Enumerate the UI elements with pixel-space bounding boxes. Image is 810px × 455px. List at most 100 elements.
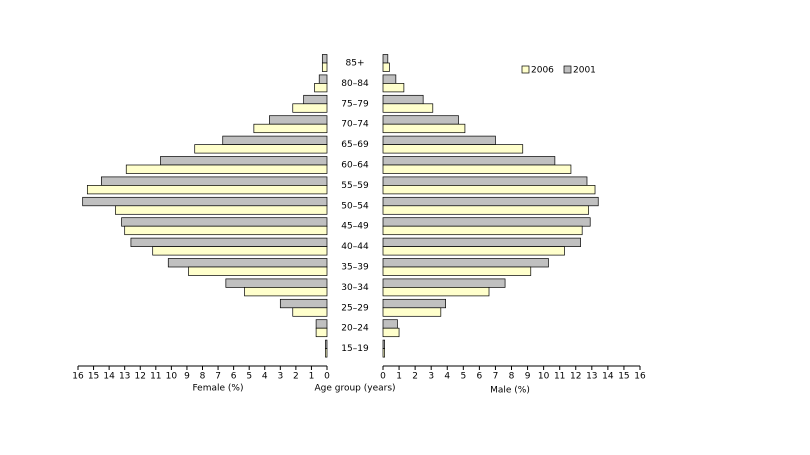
x-tick-label: 6 bbox=[477, 372, 483, 382]
female-bar bbox=[279, 298, 328, 309]
female-bar bbox=[124, 225, 328, 236]
female-bar bbox=[244, 287, 328, 297]
female-bar bbox=[269, 115, 328, 125]
age-label: 40–44 bbox=[341, 242, 369, 252]
female-bar bbox=[152, 246, 328, 256]
female-bar bbox=[318, 74, 328, 84]
x-tick-label: 7 bbox=[493, 372, 499, 382]
female-bar bbox=[125, 164, 328, 174]
x-tick-label: 1 bbox=[396, 372, 402, 382]
male-bar bbox=[382, 339, 385, 349]
x-tick-label: 0 bbox=[324, 372, 330, 382]
age-label: 25–29 bbox=[341, 303, 369, 313]
female-bar bbox=[86, 185, 328, 195]
female-bar bbox=[100, 176, 328, 186]
female-bar bbox=[121, 217, 328, 227]
male-bar bbox=[382, 327, 400, 338]
age-label: 45–49 bbox=[341, 222, 369, 232]
male-bar bbox=[382, 83, 405, 93]
age-label: 50–54 bbox=[341, 201, 369, 211]
age-label: 55–59 bbox=[341, 181, 369, 191]
legend-label: 2006 bbox=[531, 66, 554, 76]
age-label: 20–24 bbox=[341, 324, 369, 334]
x-tick-label: 14 bbox=[103, 372, 115, 382]
age-axis-label: Age group (years) bbox=[314, 384, 395, 394]
age-label: 65–69 bbox=[341, 140, 369, 150]
male-bar bbox=[382, 123, 466, 134]
male-bar bbox=[382, 94, 424, 105]
female-bar bbox=[292, 103, 328, 113]
age-label: 15–19 bbox=[341, 344, 369, 354]
female-bar bbox=[292, 307, 328, 317]
x-tick-label: 5 bbox=[460, 372, 466, 382]
female-bar bbox=[303, 94, 328, 105]
x-tick-label: 2 bbox=[293, 372, 299, 382]
x-tick-label: 8 bbox=[200, 372, 206, 382]
x-tick-label: 7 bbox=[215, 372, 221, 382]
legend-swatch bbox=[521, 65, 530, 74]
x-tick-label: 16 bbox=[72, 372, 84, 382]
female-bar bbox=[321, 54, 328, 64]
male-bar bbox=[382, 205, 589, 215]
male-bar bbox=[382, 298, 446, 309]
x-tick-label: 15 bbox=[88, 372, 99, 382]
female-bar bbox=[225, 278, 328, 288]
x-tick-label: 9 bbox=[184, 372, 190, 382]
female-bar bbox=[315, 327, 328, 338]
x-tick-label: 4 bbox=[262, 372, 268, 382]
x-tick-label: 12 bbox=[570, 372, 581, 382]
x-tick-label: 11 bbox=[554, 372, 565, 382]
male-bar bbox=[382, 287, 490, 297]
x-tick-label: 16 bbox=[634, 372, 646, 382]
x-tick-label: 10 bbox=[166, 372, 178, 382]
x-tick-label: 12 bbox=[135, 372, 146, 382]
x-tick-label: 3 bbox=[428, 372, 434, 382]
male-bar bbox=[382, 144, 524, 154]
male-bar bbox=[382, 74, 397, 84]
male-bar bbox=[382, 348, 385, 358]
age-label: 60–64 bbox=[341, 161, 369, 171]
male-bar bbox=[382, 156, 556, 166]
male-bar bbox=[382, 307, 442, 317]
male-bar bbox=[382, 176, 588, 186]
male-bar bbox=[382, 135, 496, 145]
female-bar bbox=[194, 144, 328, 154]
x-tick-label: 4 bbox=[444, 372, 450, 382]
male-bar bbox=[382, 278, 506, 288]
age-label: 70–74 bbox=[341, 120, 369, 130]
female-bar bbox=[188, 266, 328, 276]
male-bar bbox=[382, 217, 591, 227]
female-bar bbox=[160, 156, 328, 166]
female-axis-label: Female (%) bbox=[193, 384, 244, 394]
male-bar bbox=[382, 115, 459, 125]
x-tick-label: 3 bbox=[277, 372, 283, 382]
x-tick-label: 9 bbox=[525, 372, 531, 382]
x-tick-label: 6 bbox=[231, 372, 237, 382]
x-tick-label: 0 bbox=[380, 372, 386, 382]
female-bar bbox=[315, 319, 328, 329]
x-tick-label: 1 bbox=[309, 372, 315, 382]
male-bar bbox=[382, 185, 596, 195]
age-label: 80–84 bbox=[341, 79, 369, 89]
female-bar bbox=[167, 258, 328, 268]
male-bar bbox=[382, 319, 398, 329]
female-bar bbox=[314, 83, 328, 93]
female-bar bbox=[325, 348, 328, 358]
x-tick-label: 5 bbox=[246, 372, 252, 382]
x-tick-label: 13 bbox=[119, 372, 130, 382]
male-bar bbox=[382, 225, 583, 236]
male-bar bbox=[382, 237, 581, 247]
x-tick-label: 13 bbox=[586, 372, 597, 382]
female-bar bbox=[321, 62, 328, 72]
x-tick-label: 14 bbox=[602, 372, 614, 382]
x-tick-label: 8 bbox=[509, 372, 515, 382]
age-label: 35–39 bbox=[341, 263, 369, 273]
female-bar bbox=[114, 205, 328, 215]
age-label: 75–79 bbox=[341, 99, 369, 109]
female-bar bbox=[82, 196, 328, 207]
female-bar bbox=[130, 237, 328, 247]
x-tick-label: 10 bbox=[538, 372, 550, 382]
male-bar bbox=[382, 196, 599, 207]
legend-swatch bbox=[563, 65, 572, 74]
male-bar bbox=[382, 164, 572, 174]
